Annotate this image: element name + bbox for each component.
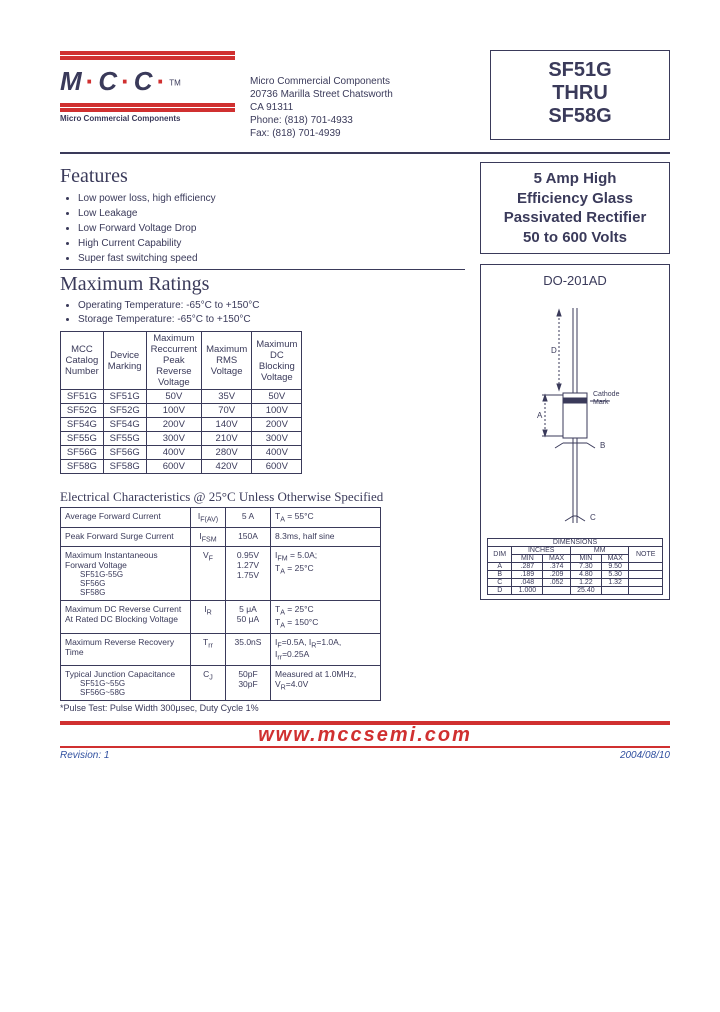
feature-item: Low power loss, high efficiency [78,191,465,206]
revision: Revision: 1 [60,750,109,761]
feature-item: Super fast switching speed [78,251,465,266]
features-list: Low power loss, high efficiencyLow Leaka… [78,191,465,266]
logo-tm: TM [169,78,181,87]
feature-item: High Current Capability [78,236,465,251]
elec-heading: Electrical Characteristics @ 25°C Unless… [60,489,465,505]
ratings-notes: Operating Temperature: -65°C to +150°CSt… [78,299,465,327]
description-box: 5 Amp High Efficiency Glass Passivated R… [480,162,670,254]
svg-text:A: A [537,411,543,420]
dimensions-table: DIMENSIONS DIMINCHESMMNOTE MINMAXMINMAXA… [487,538,663,595]
svg-text:D: D [551,346,557,355]
logo-subtitle: Micro Commercial Components [60,114,235,123]
rating-note: Operating Temperature: -65°C to +150°C [78,299,465,313]
part-number-box: SF51G THRU SF58G [490,50,670,140]
footer-url: www.mccsemi.com [60,724,670,747]
elec-footnote: *Pulse Test: Pulse Width 300μsec, Duty C… [60,703,465,713]
logo-text: M·C·C· [60,66,169,96]
feature-item: Low Leakage [78,206,465,221]
feature-item: Low Forward Voltage Drop [78,221,465,236]
rating-note: Storage Temperature: -65°C to +150°C [78,313,465,327]
package-box: DO-201AD D A [480,264,670,600]
ratings-heading: Maximum Ratings [60,273,465,296]
svg-text:Cathode: Cathode [593,391,620,398]
package-diagram-icon: D A B Cathode Mark C [515,298,635,528]
logo: M·C·C·TM Micro Commercial Components [60,50,235,140]
svg-text:C: C [590,513,596,522]
package-name: DO-201AD [487,273,663,288]
features-heading: Features [60,165,465,188]
date: 2004/08/10 [620,750,670,761]
svg-text:Mark: Mark [593,399,609,406]
svg-text:B: B [600,441,605,450]
elec-table: Average Forward CurrentIF(AV)5 ATA = 55°… [60,507,381,701]
company-address: Micro Commercial Components 20736 Marill… [250,75,475,140]
ratings-table: MCCCatalogNumberDeviceMarkingMaximumRecc… [60,331,302,474]
